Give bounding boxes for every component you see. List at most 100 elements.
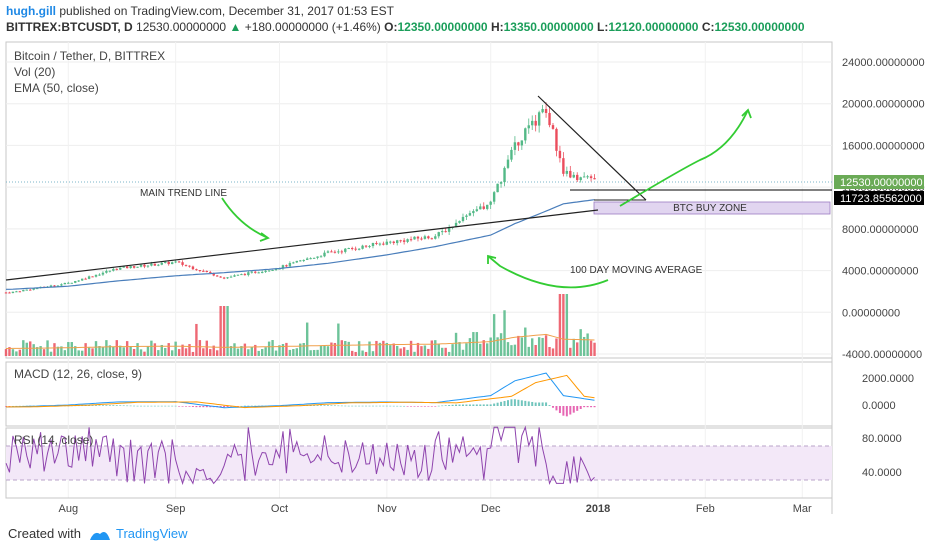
macd-hist-bar (382, 405, 385, 407)
macd-hist-bar (489, 404, 492, 406)
price-tick-label: 0.00000000 (842, 307, 900, 319)
candle-body (229, 276, 233, 278)
candle-body (80, 278, 84, 281)
volume-bar (354, 351, 357, 356)
ema-legend[interactable]: EMA (50, close) (14, 81, 99, 95)
candle-body (548, 112, 551, 126)
macd-hist-bar (351, 405, 354, 407)
rsi-legend[interactable]: RSI (14, close) (14, 433, 93, 447)
candle-body (447, 227, 451, 232)
volume-bar (344, 340, 347, 356)
macd-hist-bar (191, 406, 194, 407)
macd-hist-bar (569, 406, 572, 415)
volume-bar (91, 348, 94, 356)
volume-bar (80, 350, 84, 356)
candle-body (146, 265, 150, 267)
macd-tick-1: 0.0000 (862, 400, 896, 412)
macd-hist-bar (406, 406, 409, 407)
candle-body (437, 232, 440, 237)
macd-hist-bar (143, 405, 146, 407)
volume-bar (240, 346, 243, 356)
candle-body (468, 213, 472, 216)
price-tick-label: 8000.00000000 (842, 224, 918, 236)
macd-legend[interactable]: MACD (12, 26, close, 9) (14, 367, 142, 381)
tradingview-link[interactable]: TradingView (116, 526, 188, 541)
volume-bar (437, 343, 440, 356)
volume-bar (4, 349, 8, 356)
candle-body (409, 239, 413, 241)
price-axis[interactable]: 24000.00000000 20000.00000000 16000.000000… (842, 57, 925, 361)
author-link[interactable]: hugh.gill (6, 4, 56, 18)
ma-arrowhead-icon (487, 254, 497, 264)
chart-canvas[interactable]: BTC BUY ZONE MAIN TREND LINE 100 DAY MOV… (0, 38, 932, 520)
macd-hist-bar (309, 405, 312, 406)
volume-bar (8, 347, 11, 356)
volume-bar (371, 351, 375, 356)
macd-hist-bar (368, 405, 371, 407)
macd-hist-bar (389, 405, 392, 407)
volume-bar (264, 347, 267, 356)
macd-hist-bar (174, 405, 177, 407)
candle-body (53, 285, 56, 287)
candle-body (18, 291, 22, 293)
resistance-line (537, 95, 647, 201)
macd-hist-bar (416, 406, 419, 407)
macd-hist-bar (153, 405, 156, 407)
macd-hist-bar (178, 406, 181, 407)
volume-bar (219, 306, 222, 356)
candle-body (115, 268, 118, 270)
candle-body (382, 243, 385, 245)
macd-hist-bar (361, 405, 364, 407)
candle-body (243, 274, 247, 276)
macd-hist-bar (437, 405, 440, 407)
volume-bar (444, 347, 447, 356)
vol-legend[interactable]: Vol (20) (14, 65, 55, 79)
volume-bar (458, 342, 461, 356)
macd-hist-bar (209, 406, 212, 408)
candle-body (240, 274, 243, 276)
macd-hist-bar (88, 405, 91, 406)
volume-bar (312, 349, 316, 356)
volume-bar (319, 345, 323, 356)
volume-bar (454, 332, 458, 356)
volume-bar (139, 349, 143, 356)
breakout-arrow-icon (619, 109, 749, 207)
volume-bar (257, 350, 260, 356)
created-with-text: Created with (8, 526, 81, 541)
macd-hist-bar (572, 406, 575, 413)
volume-bar (184, 348, 188, 356)
volume-bar (32, 344, 35, 356)
candle-body (157, 264, 160, 266)
candle-body (503, 167, 506, 183)
volume-bar (299, 343, 302, 356)
candle-body (312, 257, 316, 259)
rsi-tick-1: 40.0000 (862, 467, 902, 479)
candle-body (586, 176, 589, 178)
publish-line: hugh.gill published on TradingView.com, … (6, 4, 394, 18)
volume-bar (205, 340, 208, 356)
candle-body (233, 275, 236, 277)
volume-bar (11, 349, 15, 356)
macd-hist-bar (219, 406, 222, 408)
candle-body (305, 258, 309, 260)
volume-bar (482, 340, 485, 356)
macd-hist-bar (430, 406, 433, 407)
volume-bar (198, 340, 202, 356)
volume-bar (177, 349, 181, 356)
volume-bar (150, 340, 153, 356)
candle-body (496, 183, 499, 193)
candle-body (108, 270, 112, 272)
candle-body (112, 268, 115, 271)
macd-hist-bar (115, 405, 118, 406)
volume-bar (67, 342, 70, 356)
candle-body (125, 266, 129, 269)
time-axis[interactable]: Aug Sep Oct Nov Dec 2018 Feb Mar (59, 503, 813, 515)
candle-body (222, 277, 226, 279)
macd-hist-bar (420, 406, 423, 407)
volume-bar (202, 348, 205, 356)
candle-body (191, 266, 195, 270)
candle-body (406, 239, 409, 242)
volume-bar (160, 344, 163, 356)
candle-body (399, 240, 402, 242)
volume-bar (472, 332, 475, 356)
